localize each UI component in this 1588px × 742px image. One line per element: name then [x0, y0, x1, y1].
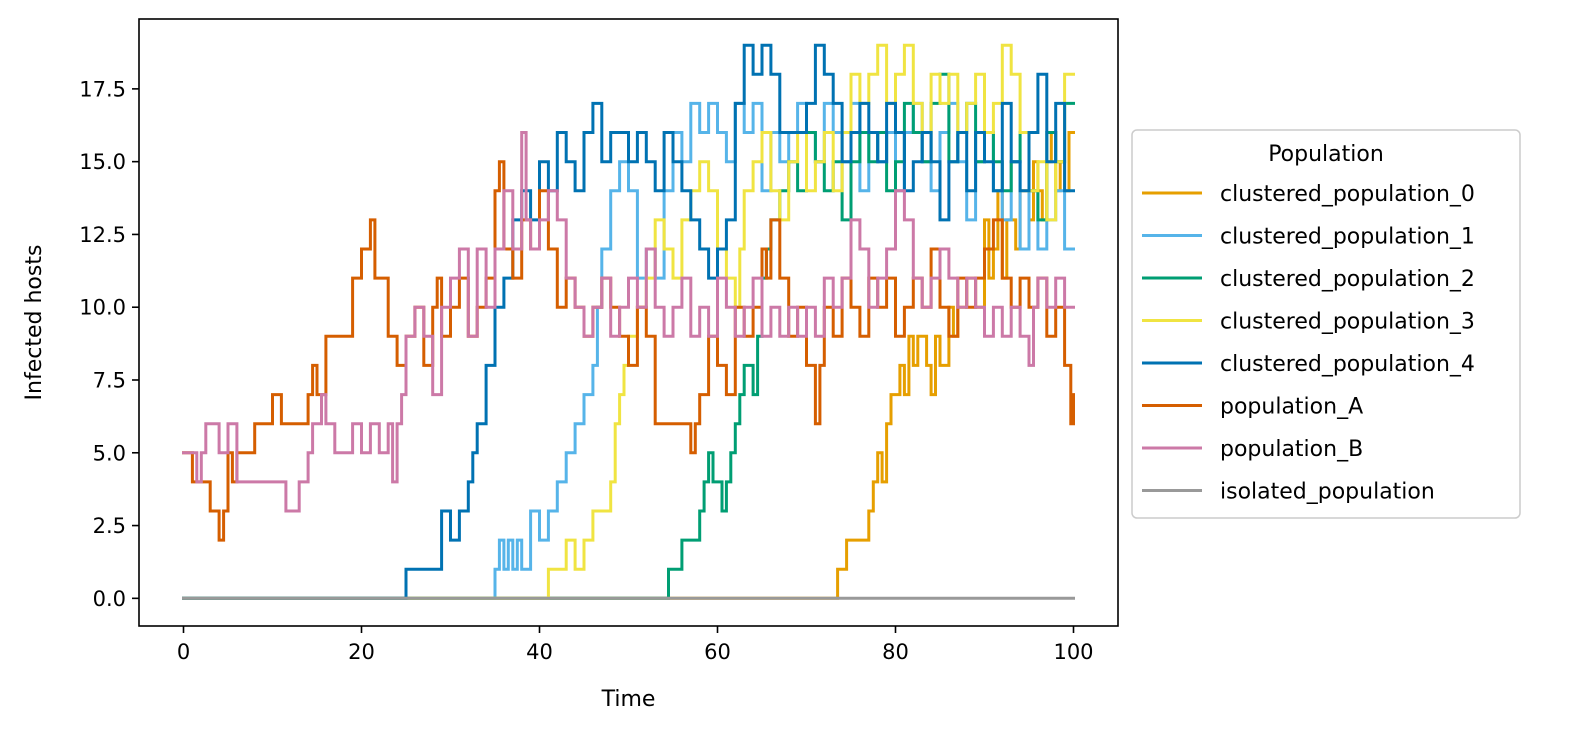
plot-area — [138, 18, 1119, 627]
x-axis-label: Time — [601, 687, 656, 712]
y-tick-label: 15.0 — [79, 150, 126, 174]
legend-entry-label: clustered_population_2 — [1220, 267, 1475, 292]
y-tick-label: 17.5 — [79, 77, 126, 101]
y-tick-label: 5.0 — [93, 441, 126, 465]
legend-entry-label: clustered_population_4 — [1220, 352, 1475, 377]
legend-entry-label: population_A — [1220, 395, 1363, 420]
x-axis: 0 20 40 60 80 100 — [177, 626, 1094, 664]
series-lines — [182, 43, 1075, 600]
legend-items: clustered_population_0 clustered_populati… — [1142, 182, 1475, 505]
series-line-population_B — [182, 131, 1075, 513]
legend-entry-label: clustered_population_1 — [1220, 225, 1475, 250]
legend-entry-label: clustered_population_3 — [1220, 310, 1475, 335]
x-tick-label: 40 — [526, 640, 553, 664]
x-tick-label: 0 — [177, 640, 190, 664]
legend-title: Population — [1268, 142, 1384, 167]
y-axis-label: Infected hosts — [22, 245, 47, 401]
y-tick-label: 0.0 — [93, 587, 126, 611]
y-tick-label: 2.5 — [93, 514, 126, 538]
legend: Population clustered_population_0cluster… — [1131, 129, 1521, 519]
y-tick-label: 10.0 — [79, 296, 126, 320]
x-tick-label: 60 — [704, 640, 731, 664]
y-axis: 0.0 2.5 5.0 7.5 10.0 12.5 15.0 17.5 — [79, 77, 139, 611]
plot-background — [139, 19, 1118, 626]
x-tick-label: 20 — [348, 640, 375, 664]
legend-entry-label: clustered_population_0 — [1220, 182, 1475, 207]
plot-frame — [138, 18, 1119, 627]
legend-box — [1131, 129, 1521, 519]
x-tick-label: 100 — [1053, 640, 1093, 664]
y-tick-label: 7.5 — [93, 368, 126, 392]
legend-entry-label: population_B — [1220, 437, 1363, 462]
x-tick-label: 80 — [882, 640, 909, 664]
y-tick-label: 12.5 — [79, 223, 126, 247]
legend-entry-label: isolated_population — [1220, 480, 1435, 505]
